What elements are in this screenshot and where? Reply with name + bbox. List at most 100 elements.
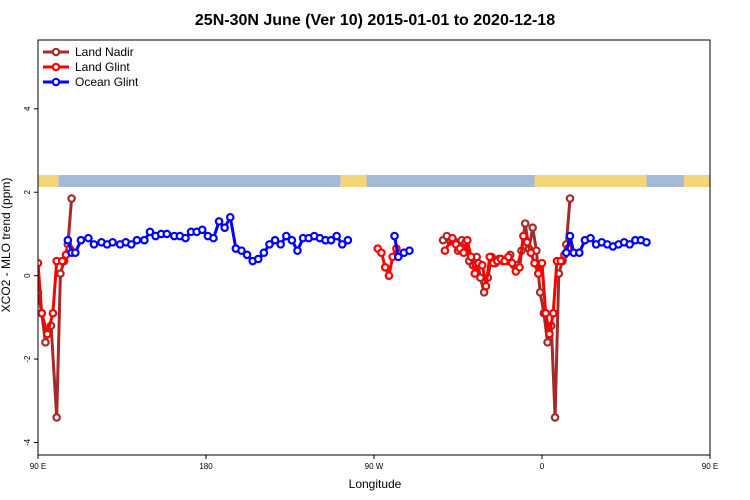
data-point-ocean-glint: [326, 235, 336, 245]
data-point-land-glint: [533, 269, 543, 278]
data-point-ocean-glint: [63, 235, 73, 245]
data-point-land-glint: [504, 252, 513, 262]
series-land-glint: [38, 231, 573, 339]
data-point-land-glint: [466, 252, 476, 262]
data-point-ocean-glint: [197, 225, 207, 235]
data-point-ocean-glint: [220, 223, 229, 232]
x-tick-label-4: 90 E: [702, 462, 718, 471]
x-tick-label-0: 90 E: [30, 462, 46, 471]
data-point-land-glint: [448, 233, 457, 243]
y-axis: -4 -2 0 2 4: [23, 106, 38, 446]
data-point-ocean-glint: [145, 227, 155, 237]
legend-item-land-glint: Land Glint: [43, 60, 130, 74]
land-ocean-strip: [38, 175, 710, 187]
data-point-land-nadir: [565, 194, 575, 203]
data-point-ocean-glint: [393, 252, 403, 262]
data-point-ocean-glint: [625, 240, 635, 249]
data-point-ocean-glint: [405, 246, 414, 255]
data-point-ocean-glint: [259, 248, 269, 258]
x-tick-label-3: 0: [540, 462, 545, 471]
data-point-ocean-glint: [281, 231, 291, 241]
data-point-land-nadir: [56, 269, 65, 278]
data-point-ocean-glint: [642, 237, 651, 247]
legend-item-land-nadir: Land Nadir: [43, 45, 134, 59]
legend-marker-ocean-glint: [51, 77, 61, 87]
data-point-land-glint: [43, 329, 52, 339]
data-point-land-nadir: [41, 338, 50, 347]
data-point-ocean-glint: [265, 240, 274, 249]
data-point-land-glint: [57, 256, 67, 266]
data-point-land-glint: [548, 308, 558, 318]
x-axis-title: Longitude: [349, 477, 402, 491]
land-band-0: [38, 175, 59, 187]
y-tick-label-0: -4: [23, 438, 32, 446]
data-point-land-glint: [515, 263, 524, 272]
data-point-ocean-glint: [270, 235, 280, 245]
data-point-land-glint: [556, 256, 565, 266]
data-point-ocean-glint: [575, 248, 584, 258]
legend-label-ocean-glint: Ocean Glint: [75, 75, 139, 89]
legend-marker-land-glint: [51, 62, 61, 72]
data-point-land-glint: [541, 308, 551, 318]
data-point-land-glint: [470, 269, 480, 278]
data-point-land-glint: [48, 308, 58, 318]
data-point-land-glint: [38, 308, 47, 318]
data-point-land-nadir: [520, 219, 530, 228]
data-point-land-glint: [377, 248, 386, 258]
data-point-land-nadir: [52, 413, 61, 422]
data-point-ocean-glint: [276, 240, 285, 249]
data-point-land-glint: [384, 271, 394, 280]
plot-frame: [37, 39, 711, 456]
data-point-land-glint: [530, 258, 539, 268]
data-point-ocean-glint: [140, 235, 149, 245]
data-point-ocean-glint: [343, 235, 353, 245]
data-point-land-glint: [537, 258, 547, 268]
data-point-land-glint: [38, 258, 43, 268]
legend-label-land-glint: Land Glint: [75, 60, 130, 74]
data-point-ocean-glint: [181, 233, 190, 243]
data-point-ocean-glint: [586, 233, 595, 243]
x-tick-label-1: 180: [199, 462, 213, 471]
series-ocean-glint: [63, 212, 651, 266]
data-point-land-nadir: [67, 194, 76, 203]
data-point-land-nadir: [528, 223, 537, 232]
data-point-ocean-glint: [237, 246, 246, 255]
data-point-land-glint: [507, 258, 517, 268]
legend-item-ocean-glint: Ocean Glint: [43, 75, 139, 89]
data-point-ocean-glint: [71, 248, 80, 258]
data-point-land-glint: [459, 248, 468, 258]
data-point-land-glint: [440, 246, 450, 255]
y-tick-label-3: 2: [23, 189, 32, 194]
data-point-ocean-glint: [76, 235, 86, 245]
data-point-land-glint: [463, 235, 472, 245]
data-point-ocean-glint: [332, 231, 341, 241]
data-point-land-nadir: [543, 338, 552, 347]
data-point-ocean-glint: [242, 250, 252, 260]
land-band-2: [534, 175, 647, 187]
data-point-land-glint: [519, 231, 528, 241]
data-point-ocean-glint: [287, 235, 297, 245]
data-point-land-glint: [380, 263, 390, 272]
y-tick-label-1: -2: [23, 355, 32, 363]
data-point-ocean-glint: [214, 217, 224, 226]
legend-label-land-nadir: Land Nadir: [75, 45, 134, 59]
y-axis-title: XCO2 - MLO trend (ppm): [0, 178, 13, 313]
data-point-land-glint: [477, 260, 487, 270]
data-point-land-glint: [545, 329, 554, 339]
data-point-ocean-glint: [293, 246, 302, 255]
data-point-ocean-glint: [209, 233, 218, 243]
data-point-land-glint: [522, 237, 532, 247]
data-point-ocean-glint: [225, 212, 235, 222]
data-point-ocean-glint: [390, 231, 399, 241]
data-point-ocean-glint: [162, 229, 172, 239]
data-point-ocean-glint: [89, 240, 99, 249]
y-tick-label-4: 4: [23, 106, 32, 111]
legend-marker-land-nadir: [51, 47, 61, 57]
data-point-land-glint: [526, 248, 536, 258]
series-layer: [38, 194, 651, 422]
data-point-ocean-glint: [84, 233, 93, 243]
data-point-ocean-glint: [108, 237, 117, 247]
data-point-ocean-glint: [337, 240, 347, 249]
